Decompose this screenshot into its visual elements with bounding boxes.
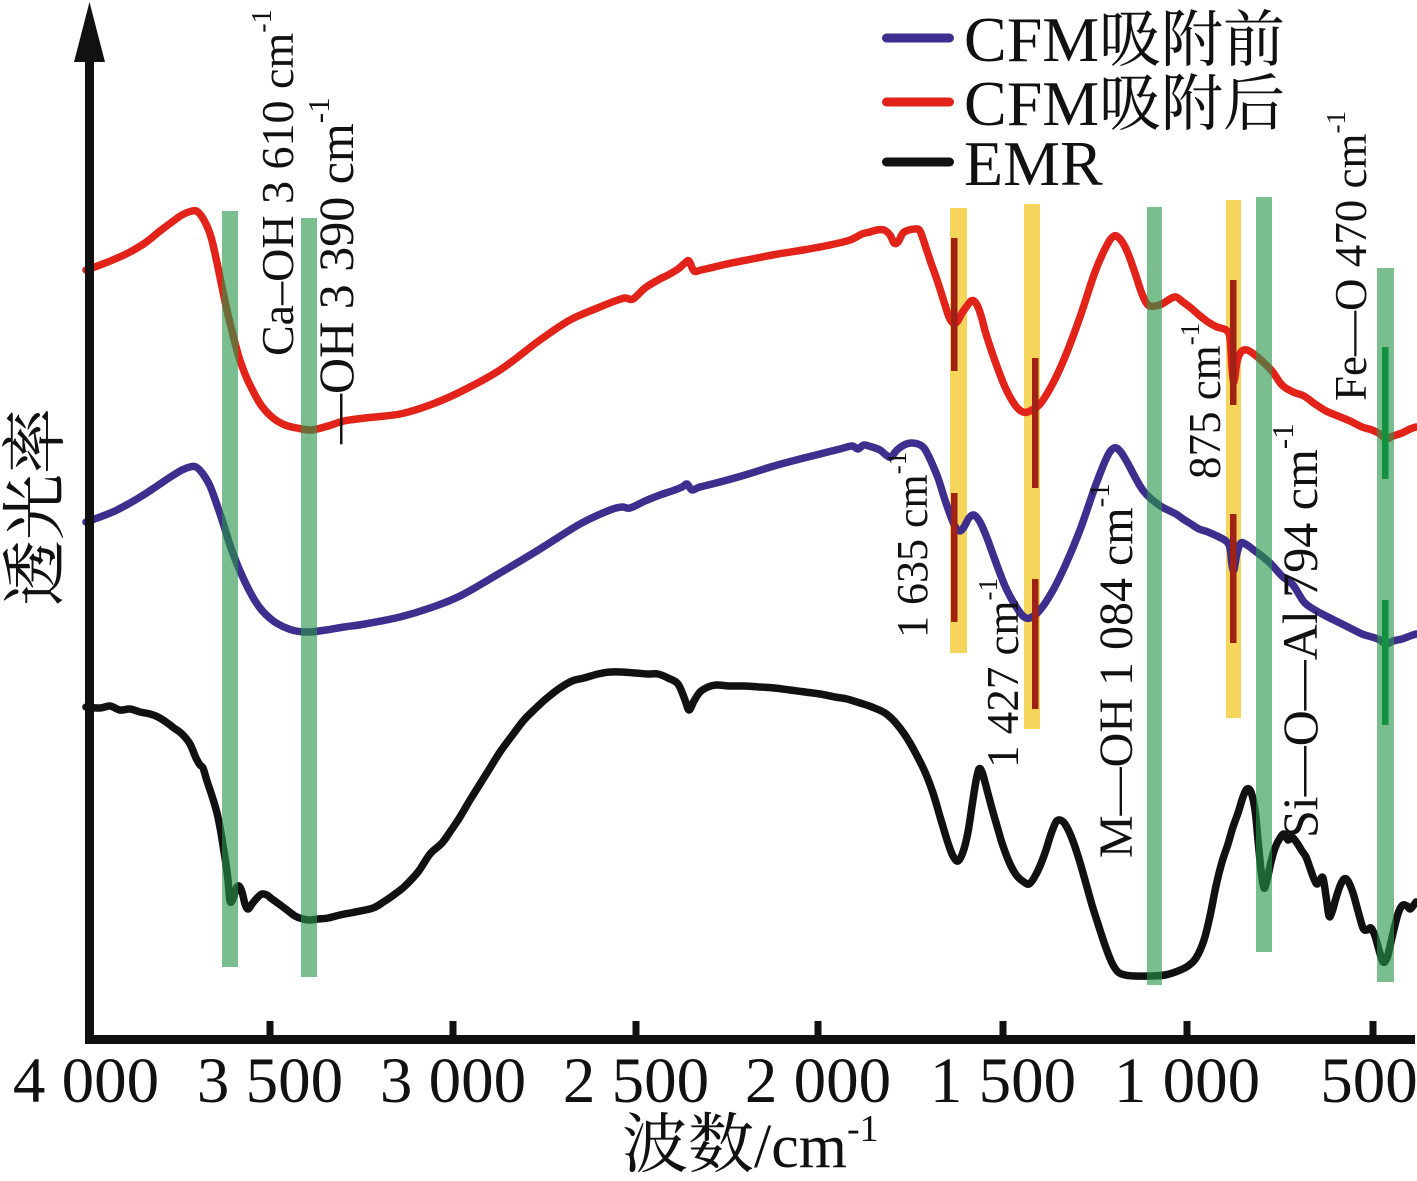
svg-text:1 635 cm-1: 1 635 cm-1 bbox=[882, 452, 937, 638]
svg-text:3 000: 3 000 bbox=[380, 1045, 526, 1117]
svg-text:2 500: 2 500 bbox=[563, 1045, 709, 1117]
svg-text:3 500: 3 500 bbox=[197, 1045, 343, 1117]
svg-text:4 000: 4 000 bbox=[13, 1045, 159, 1117]
svg-text:CFM: CFM bbox=[964, 4, 1099, 75]
svg-text:500: 500 bbox=[1320, 1045, 1417, 1117]
svg-text:CFM: CFM bbox=[964, 68, 1099, 139]
svg-text:Ca–OH 3 610 cm-1: Ca–OH 3 610 cm-1 bbox=[247, 9, 303, 356]
svg-text:EMR: EMR bbox=[964, 128, 1103, 199]
svg-text:M—OH 1 084 cm-1: M—OH 1 084 cm-1 bbox=[1084, 483, 1143, 858]
svg-text:—OH 3 390 cm-1: —OH 3 390 cm-1 bbox=[301, 97, 364, 445]
svg-text:2 000: 2 000 bbox=[745, 1045, 891, 1117]
svg-text:Fe—O 470 cm-1: Fe—O 470 cm-1 bbox=[1321, 111, 1376, 401]
svg-text:Si—O—Al 794 cm-1: Si—O—Al 794 cm-1 bbox=[1265, 423, 1328, 838]
svg-text:1 500: 1 500 bbox=[930, 1045, 1076, 1117]
svg-text:1 427 cm-1: 1 427 cm-1 bbox=[973, 578, 1028, 768]
svg-text:1 000: 1 000 bbox=[1114, 1045, 1260, 1117]
svg-text:875 cm-1: 875 cm-1 bbox=[1175, 323, 1230, 479]
